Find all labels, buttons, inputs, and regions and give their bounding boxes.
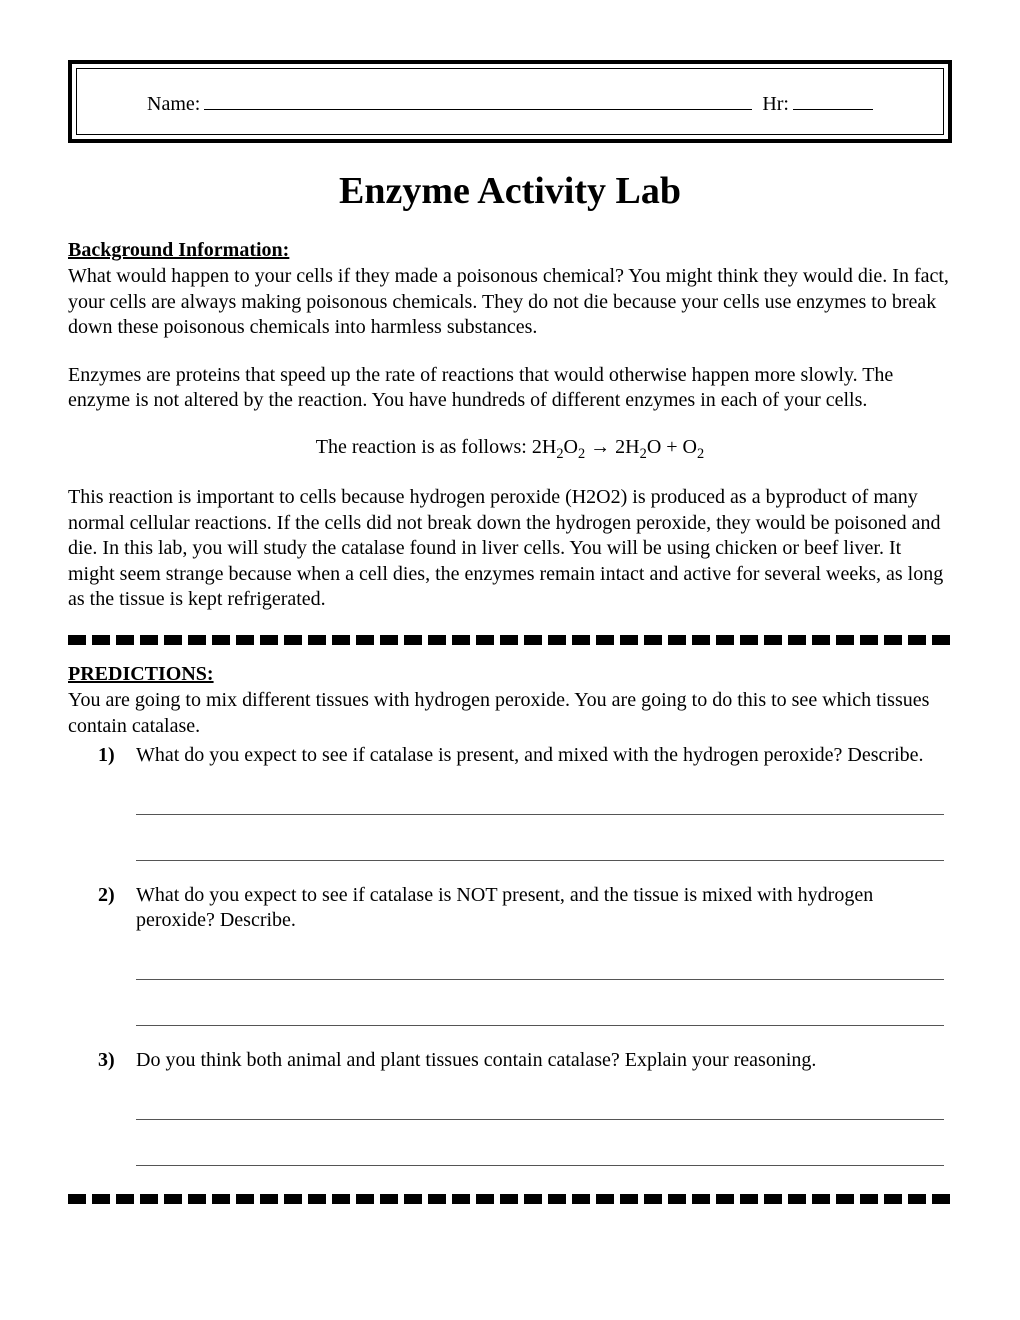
divider-2 [68,1194,952,1204]
hr-input-line[interactable] [793,87,873,110]
predictions-list: What do you expect to see if catalase is… [68,743,952,1165]
header-box: Name: Hr: [68,60,952,143]
reaction-prefix: The reaction is as follows: [316,436,532,458]
background-heading: Background Information: [68,239,952,262]
name-input-line[interactable] [204,87,752,110]
background-para-2: Enzymes are proteins that speed up the r… [68,363,952,414]
reaction-lhs-mid: O [564,436,578,458]
reaction-rhs1-tail: O + O [647,436,697,458]
question-3: Do you think both animal and plant tissu… [68,1048,952,1166]
question-1-text: What do you expect to see if catalase is… [136,744,924,766]
reaction-rhs2-sub: 2 [697,446,704,462]
answer-line[interactable] [136,978,944,980]
answer-line[interactable] [136,1164,944,1166]
background-para-3: This reaction is important to cells beca… [68,485,952,613]
question-2-text: What do you expect to see if catalase is… [136,884,873,932]
reaction-rhs1-sub: 2 [640,446,647,462]
hr-label: Hr: [762,93,789,116]
worksheet-page: Name: Hr: Enzyme Activity Lab Background… [0,0,1020,1320]
answer-line[interactable] [136,859,944,861]
reaction-lhs-base: 2H [532,436,556,458]
answer-line[interactable] [136,813,944,815]
answer-line[interactable] [136,1118,944,1120]
answer-line[interactable] [136,1024,944,1026]
question-3-text: Do you think both animal and plant tissu… [136,1049,816,1071]
reaction-rhs1-base: 2H [615,436,639,458]
question-1: What do you expect to see if catalase is… [68,743,952,861]
predictions-heading: PREDICTIONS: [68,663,952,686]
reaction-lhs-sub1: 2 [556,446,563,462]
page-title: Enzyme Activity Lab [68,169,952,213]
predictions-intro: You are going to mix different tissues w… [68,688,952,739]
header-box-inner: Name: Hr: [76,68,944,135]
reaction-arrow: → [585,436,615,458]
divider-1 [68,635,952,645]
background-para-1: What would happen to your cells if they … [68,264,952,341]
header-row: Name: Hr: [147,87,873,116]
name-label: Name: [147,93,200,116]
question-2: What do you expect to see if catalase is… [68,883,952,1026]
reaction-equation: The reaction is as follows: 2H2O2 → 2H2O… [68,436,952,463]
